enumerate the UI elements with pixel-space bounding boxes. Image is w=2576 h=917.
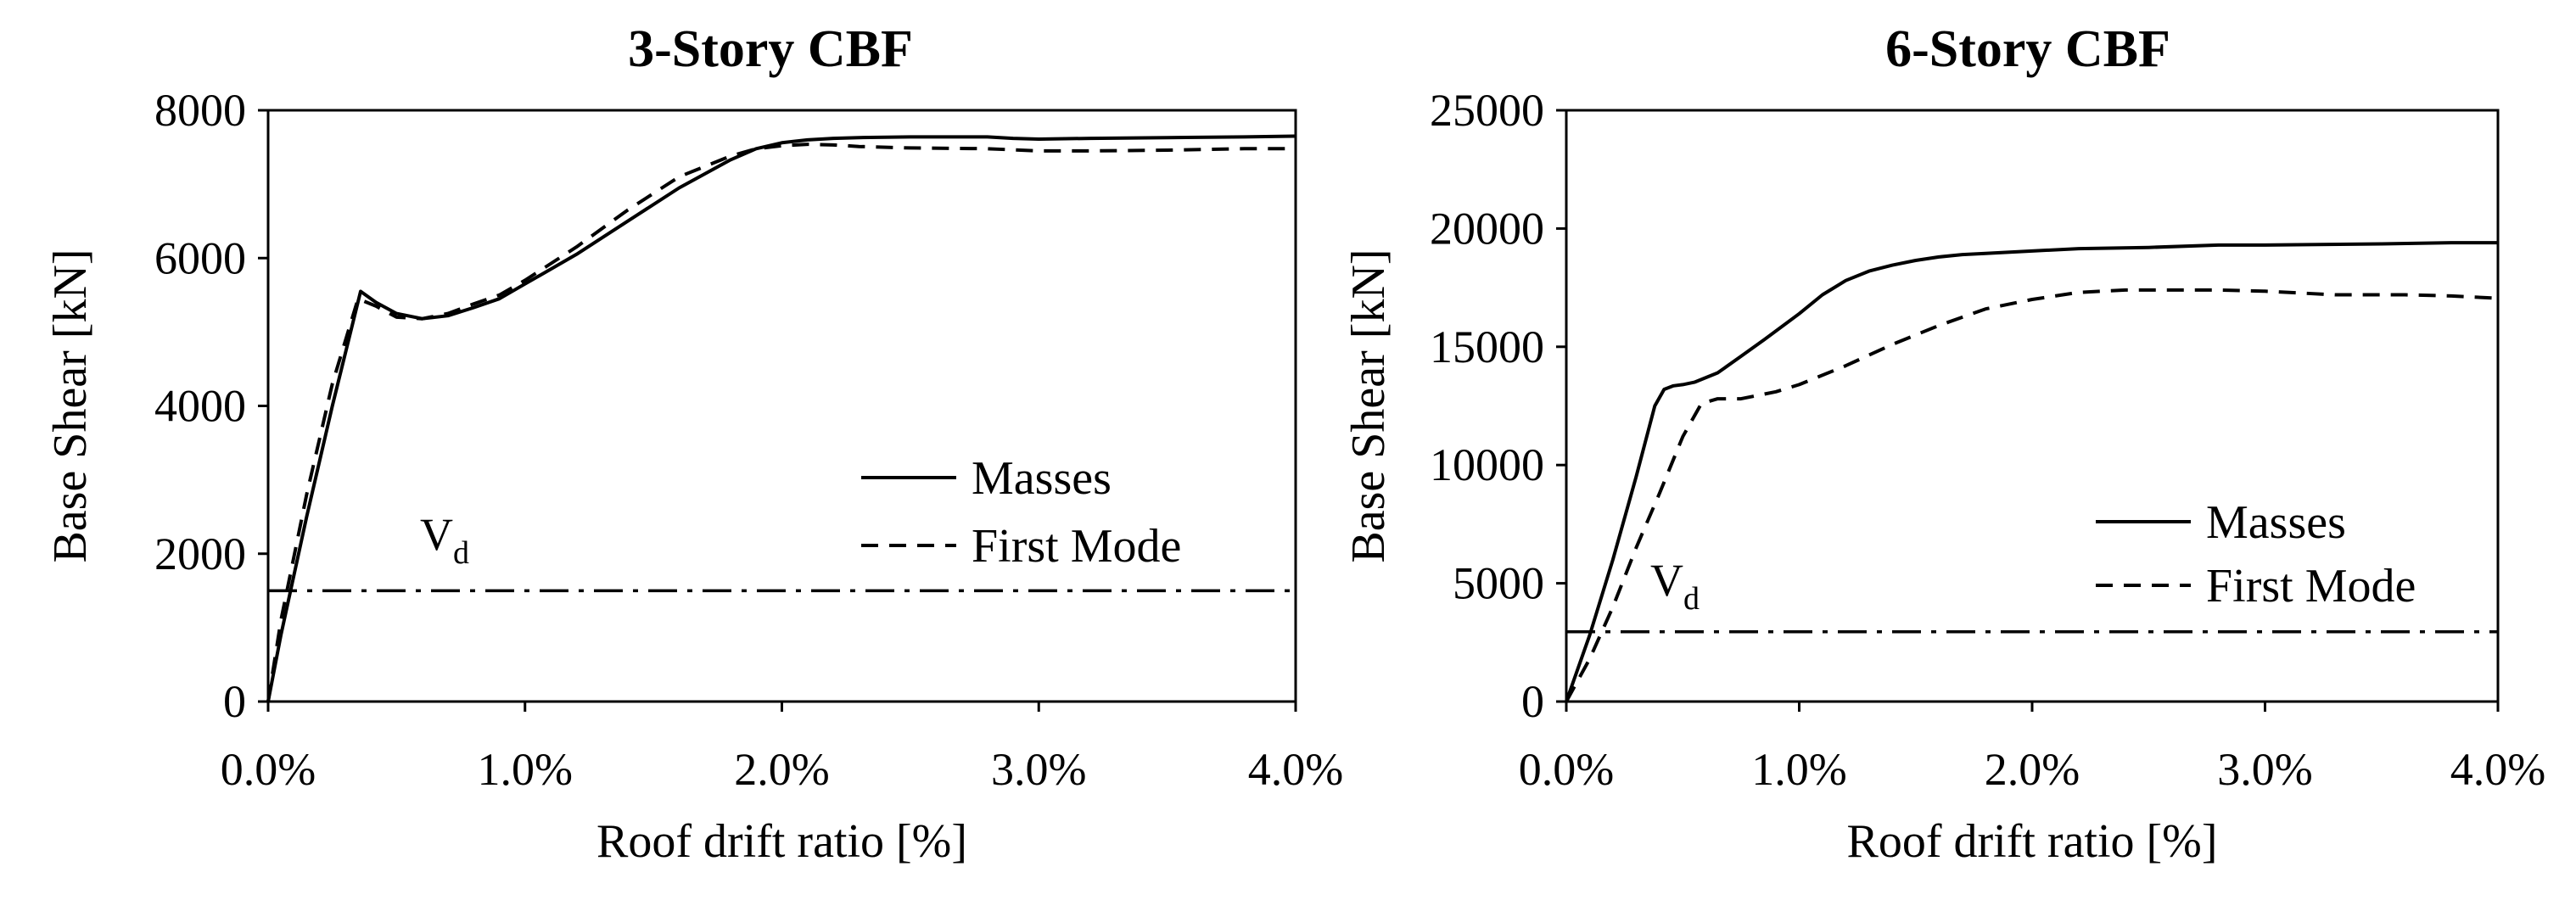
- vd-subscript: d: [1683, 581, 1700, 617]
- legend-label-first-mode: First Mode: [2206, 560, 2416, 612]
- x-tick-label: 1.0%: [478, 744, 573, 795]
- y-tick-label: 25000: [1430, 85, 1544, 136]
- vd-label: Vd: [1650, 555, 1700, 617]
- x-tick-label: 4.0%: [1248, 744, 1343, 795]
- legend-label-masses: Masses: [2206, 496, 2346, 549]
- legend-label-first-mode: First Mode: [972, 520, 1181, 573]
- x-axis-label: Roof drift ratio [%]: [1847, 815, 2218, 868]
- chart-panel-1: 3-Story CBF 0.0% 1.0% 2.0% 3.0% 4.0% 0 2000 4000…: [44, 20, 1343, 868]
- vd-label: Vd: [420, 509, 469, 571]
- x-tick-label: 4.0%: [2450, 744, 2545, 795]
- vd-subscript: d: [453, 535, 469, 571]
- y-tick-label: 0: [1521, 676, 1544, 727]
- y-tick-label: 4000: [154, 381, 246, 432]
- y-tick-label: 5000: [1453, 558, 1544, 609]
- x-tick-label: 0.0%: [221, 744, 316, 795]
- x-tick-label: 0.0%: [1519, 744, 1614, 795]
- chart-title: 3-Story CBF: [628, 20, 913, 78]
- y-axis-label: Base Shear [kN]: [44, 249, 97, 562]
- series-line-first-mode: [1565, 288, 2499, 702]
- plot-area-frame: [266, 109, 1297, 703]
- x-tick-label: 2.0%: [734, 744, 829, 795]
- x-tick-label: 1.0%: [1751, 744, 1846, 795]
- y-tick-label: 0: [223, 676, 246, 727]
- chart-panel-2: 6-Story CBF 0.0% 1.0% 2.0% 3.0% 4.0% 0 5000 1000…: [1342, 20, 2545, 868]
- legend-label-masses: Masses: [972, 452, 1112, 505]
- y-axis-label: Base Shear [kN]: [1342, 249, 1395, 562]
- series-line-masses: [1565, 241, 2498, 702]
- y-tick-label: 8000: [154, 85, 246, 136]
- y-tick-label: 6000: [154, 232, 246, 283]
- y-tick-label: 20000: [1430, 203, 1544, 254]
- series-line-masses: [266, 134, 1296, 702]
- x-tick-label: 2.0%: [1985, 744, 2080, 795]
- series-line-first-mode: [266, 143, 1296, 702]
- x-axis-label: Roof drift ratio [%]: [596, 815, 967, 868]
- y-tick-label: 10000: [1430, 439, 1544, 490]
- plot-area-frame: [1565, 109, 2500, 703]
- chart-title: 6-Story CBF: [1885, 20, 2170, 78]
- x-tick-label: 3.0%: [2217, 744, 2312, 795]
- y-tick-label: 15000: [1430, 322, 1544, 372]
- x-tick-label: 3.0%: [991, 744, 1086, 795]
- y-tick-label: 2000: [154, 528, 246, 579]
